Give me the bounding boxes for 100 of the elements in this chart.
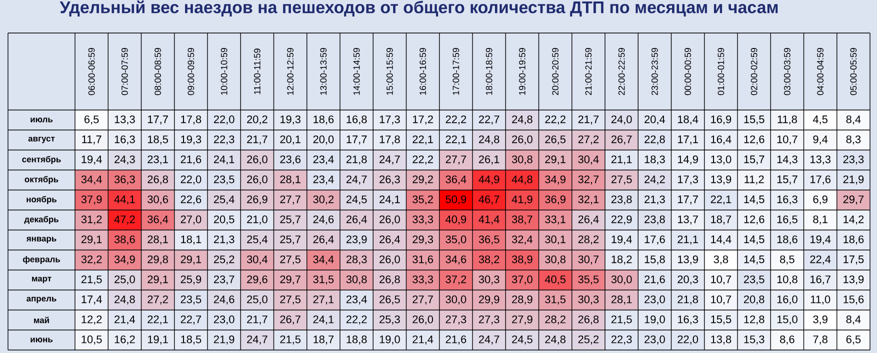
data-label: 24,7 bbox=[247, 335, 268, 345]
data-label: 21,8 bbox=[678, 295, 698, 305]
data-label: 18,6 bbox=[844, 235, 864, 245]
data-label: 22,1 bbox=[412, 135, 433, 145]
y-tick-label: октябрь bbox=[24, 176, 58, 184]
x-tick-label: 15:00-15:59 bbox=[386, 48, 393, 95]
data-label: 6,5 bbox=[846, 335, 861, 345]
data-label: 13,3 bbox=[114, 115, 135, 125]
data-label: 20,8 bbox=[744, 295, 764, 305]
data-label: 16,3 bbox=[678, 315, 698, 325]
data-label: 22,3 bbox=[214, 135, 234, 145]
y-tick-label: июль bbox=[30, 118, 53, 122]
data-label: 24,8 bbox=[545, 335, 566, 345]
data-label: 21,7 bbox=[247, 315, 268, 325]
data-label: 24,7 bbox=[478, 335, 500, 345]
data-label: 12,8 bbox=[744, 315, 764, 325]
data-label: 34,4 bbox=[313, 255, 334, 265]
x-tick-label: 05:00-05:59 bbox=[850, 48, 857, 96]
data-label: 21,7 bbox=[247, 135, 268, 145]
data-label: 21,4 bbox=[412, 335, 434, 345]
data-label: 24,6 bbox=[214, 295, 234, 305]
data-label: 12,6 bbox=[744, 215, 764, 225]
data-label: 23,9 bbox=[346, 235, 367, 245]
data-label: 11,8 bbox=[778, 115, 797, 125]
data-label: 15,6 bbox=[844, 295, 864, 305]
data-label: 17,7 bbox=[346, 136, 367, 144]
data-label: 18,1 bbox=[181, 235, 202, 245]
x-tick-label: 11:00-11:59 bbox=[254, 48, 260, 94]
data-label: 24,8 bbox=[114, 295, 135, 305]
data-label: 32,1 bbox=[578, 195, 599, 205]
data-label: 30,3 bbox=[478, 275, 500, 285]
data-label: 22,3 bbox=[611, 335, 632, 345]
x-tick-label: 17:00-17:59 bbox=[452, 48, 460, 95]
data-label: 15,7 bbox=[777, 176, 798, 184]
data-label: 30,4 bbox=[246, 255, 268, 265]
data-label: 30,2 bbox=[313, 195, 334, 205]
x-tick-label: 08:00-08:59 bbox=[154, 48, 161, 96]
data-label: 6,9 bbox=[813, 195, 828, 205]
chart-title: Удельный вес наездов на пешеходов от общего количества ДТП по месяцам и часам bbox=[60, 0, 778, 16]
data-label: 31,5 bbox=[545, 295, 566, 305]
data-label: 37,9 bbox=[81, 195, 102, 205]
data-label: 22,8 bbox=[644, 135, 665, 145]
data-label: 3,8 bbox=[714, 255, 728, 265]
data-label: 21,4 bbox=[114, 315, 136, 325]
data-label: 23,8 bbox=[644, 215, 665, 225]
data-label: 41,4 bbox=[478, 216, 500, 224]
data-label: 24,0 bbox=[611, 115, 632, 125]
data-label: 22,4 bbox=[810, 255, 831, 265]
data-label: 14,3 bbox=[777, 155, 798, 165]
data-label: 26,0 bbox=[247, 155, 268, 165]
data-label: 26,4 bbox=[313, 235, 334, 245]
data-label: 17,8 bbox=[380, 135, 400, 145]
y-tick-label: апрель bbox=[26, 296, 56, 304]
data-label: 28,2 bbox=[545, 315, 566, 325]
data-label: 29,1 bbox=[148, 275, 168, 285]
data-label: 3,9 bbox=[813, 315, 828, 325]
data-label: 24,8 bbox=[478, 135, 500, 145]
data-label: 16,3 bbox=[114, 135, 135, 145]
data-label: 15,7 bbox=[744, 156, 764, 164]
y-tick-label: февраль bbox=[23, 256, 60, 264]
data-label: 16,9 bbox=[711, 115, 732, 125]
data-label: 17,2 bbox=[412, 115, 433, 125]
data-label: 23,6 bbox=[280, 155, 300, 165]
data-label: 24,3 bbox=[114, 155, 135, 165]
data-label: 26,0 bbox=[380, 215, 400, 225]
data-label: 19,3 bbox=[181, 135, 202, 145]
data-label: 14,9 bbox=[678, 155, 698, 165]
data-label: 19,0 bbox=[380, 335, 400, 345]
data-label: 22,2 bbox=[412, 155, 433, 165]
data-label: 9,4 bbox=[813, 135, 828, 145]
data-label: 23,3 bbox=[843, 155, 864, 165]
data-label: 14,2 bbox=[844, 215, 864, 225]
data-label: 31,5 bbox=[313, 275, 334, 285]
data-label: 21,3 bbox=[214, 235, 234, 245]
x-tick-label: 19:00-19:59 bbox=[519, 48, 526, 95]
data-label: 47,2 bbox=[114, 215, 135, 225]
data-label: 19,4 bbox=[612, 235, 632, 245]
data-label: 26,1 bbox=[478, 155, 500, 165]
data-label: 13,8 bbox=[711, 335, 732, 345]
data-label: 29,7 bbox=[280, 275, 300, 285]
data-label: 35,5 bbox=[578, 275, 599, 285]
data-label: 18,5 bbox=[181, 335, 202, 345]
data-label: 10,7 bbox=[711, 275, 732, 285]
data-label: 18,7 bbox=[711, 215, 732, 225]
data-label: 22,7 bbox=[478, 115, 500, 125]
data-label: 23,5 bbox=[180, 295, 202, 305]
data-label: 38,7 bbox=[512, 215, 532, 225]
data-label: 25,7 bbox=[280, 235, 300, 245]
data-label: 32,2 bbox=[81, 255, 102, 265]
data-label: 21,9 bbox=[214, 335, 234, 345]
x-tick-label: 23:00-23:59 bbox=[652, 48, 658, 95]
data-label: 7,8 bbox=[813, 335, 828, 345]
data-label: 28,1 bbox=[611, 295, 632, 305]
data-label: 20,2 bbox=[247, 115, 268, 125]
data-label: 21,8 bbox=[346, 155, 367, 165]
data-label: 15,3 bbox=[744, 335, 764, 345]
data-label: 25,3 bbox=[380, 315, 400, 325]
x-tick-label: 14:00-14:59 bbox=[353, 48, 360, 95]
data-label: 21,7 bbox=[578, 115, 599, 125]
data-label: 21,5 bbox=[280, 335, 301, 345]
